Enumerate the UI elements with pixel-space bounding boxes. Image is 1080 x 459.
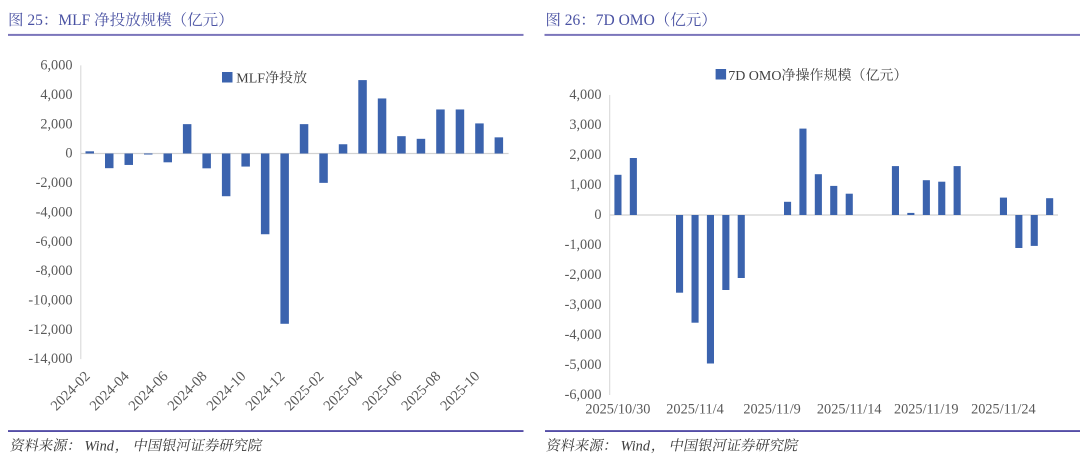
svg-text:7D OMO: 7D OMO: [596, 12, 655, 29]
svg-text:2025/11/9: 2025/11/9: [743, 402, 800, 418]
svg-text:-4,000: -4,000: [565, 327, 602, 343]
svg-text:26: 26: [561, 12, 581, 29]
svg-text:-8,000: -8,000: [36, 263, 73, 279]
svg-text:-1,000: -1,000: [565, 237, 602, 253]
svg-text:-4,000: -4,000: [36, 204, 73, 220]
svg-text:-2,000: -2,000: [565, 267, 602, 283]
svg-text:3,000: 3,000: [569, 117, 601, 133]
svg-text:2025/11/24: 2025/11/24: [971, 402, 1036, 418]
svg-text:Wind: Wind: [85, 438, 115, 454]
svg-text:-14,000: -14,000: [28, 351, 72, 367]
svg-text:-10,000: -10,000: [28, 293, 72, 309]
svg-text:2,000: 2,000: [569, 147, 601, 163]
svg-text:2025/11/19: 2025/11/19: [894, 402, 959, 418]
svg-text:1,000: 1,000: [569, 177, 601, 193]
svg-text:-6,000: -6,000: [565, 387, 602, 403]
svg-text:25: 25: [24, 12, 44, 29]
svg-text:-2,000: -2,000: [36, 175, 73, 191]
svg-text:-6,000: -6,000: [36, 234, 73, 250]
svg-text:4,000: 4,000: [569, 87, 601, 103]
svg-text:0: 0: [594, 207, 601, 223]
svg-text:4,000: 4,000: [40, 87, 72, 103]
svg-text:Wind: Wind: [621, 438, 651, 454]
svg-text:MLF: MLF: [58, 12, 94, 29]
svg-text:7D OMO: 7D OMO: [728, 69, 781, 84]
svg-text:6,000: 6,000: [40, 58, 72, 74]
svg-text:-5,000: -5,000: [565, 357, 602, 373]
svg-text:2025/11/14: 2025/11/14: [817, 402, 882, 418]
svg-text:2,000: 2,000: [40, 116, 72, 132]
svg-text:2025/10/30: 2025/10/30: [585, 402, 650, 418]
svg-text:-12,000: -12,000: [28, 322, 72, 338]
svg-text:MLF: MLF: [236, 71, 265, 86]
svg-text:-3,000: -3,000: [565, 297, 602, 313]
svg-text:0: 0: [65, 146, 72, 162]
svg-text:2025/11/4: 2025/11/4: [666, 402, 723, 418]
